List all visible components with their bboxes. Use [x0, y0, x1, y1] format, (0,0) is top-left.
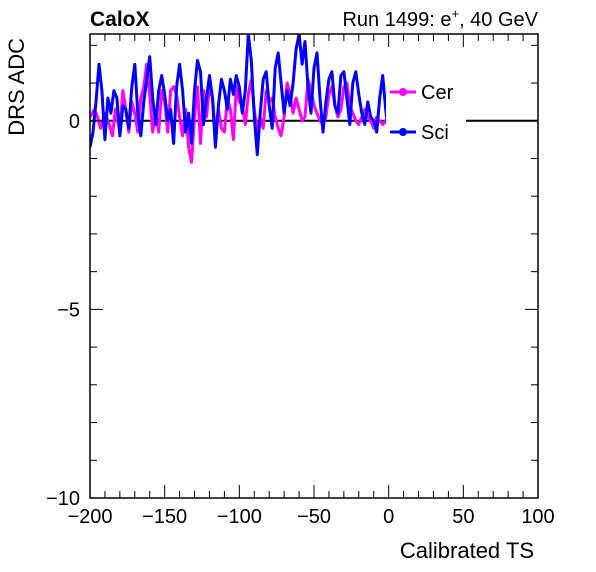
x-tick-label: −50 [297, 506, 331, 528]
x-tick-label: 50 [452, 506, 474, 528]
legend: Cer Sci [390, 82, 454, 144]
x-tick-label: −200 [67, 506, 112, 528]
run-info-sup: + [451, 6, 459, 21]
plot-frame [89, 33, 539, 499]
legend-marker-sci [399, 128, 407, 136]
legend-label-cer: Cer [421, 82, 454, 104]
y-axis-title: DRS ADC [4, 38, 29, 136]
legend-marker-cer [399, 88, 407, 96]
experiment-label: CaloX [90, 8, 150, 31]
y-tick-label: 0 [69, 111, 80, 133]
y-tick-label: −10 [46, 488, 80, 510]
run-info-main: Run 1499: e [342, 9, 451, 31]
run-info-tail: , 40 GeV [459, 9, 539, 31]
series-line-sci [90, 34, 391, 157]
x-tick-label: 100 [521, 506, 554, 528]
legend-label-sci: Sci [421, 122, 449, 144]
x-axis-title: Calibrated TS [400, 538, 534, 563]
y-tick-label: −5 [57, 299, 80, 321]
tick-layer: −200 −150 −100 −50 0 50 100−10−50 [46, 34, 555, 528]
legend-box [386, 74, 466, 156]
x-tick-label: −150 [142, 506, 187, 528]
series-layer [90, 34, 391, 164]
run-info-label: Run 1499: e+, 40 GeV [342, 6, 538, 31]
x-tick-label: −100 [217, 506, 262, 528]
x-tick-label: 0 [383, 506, 394, 528]
